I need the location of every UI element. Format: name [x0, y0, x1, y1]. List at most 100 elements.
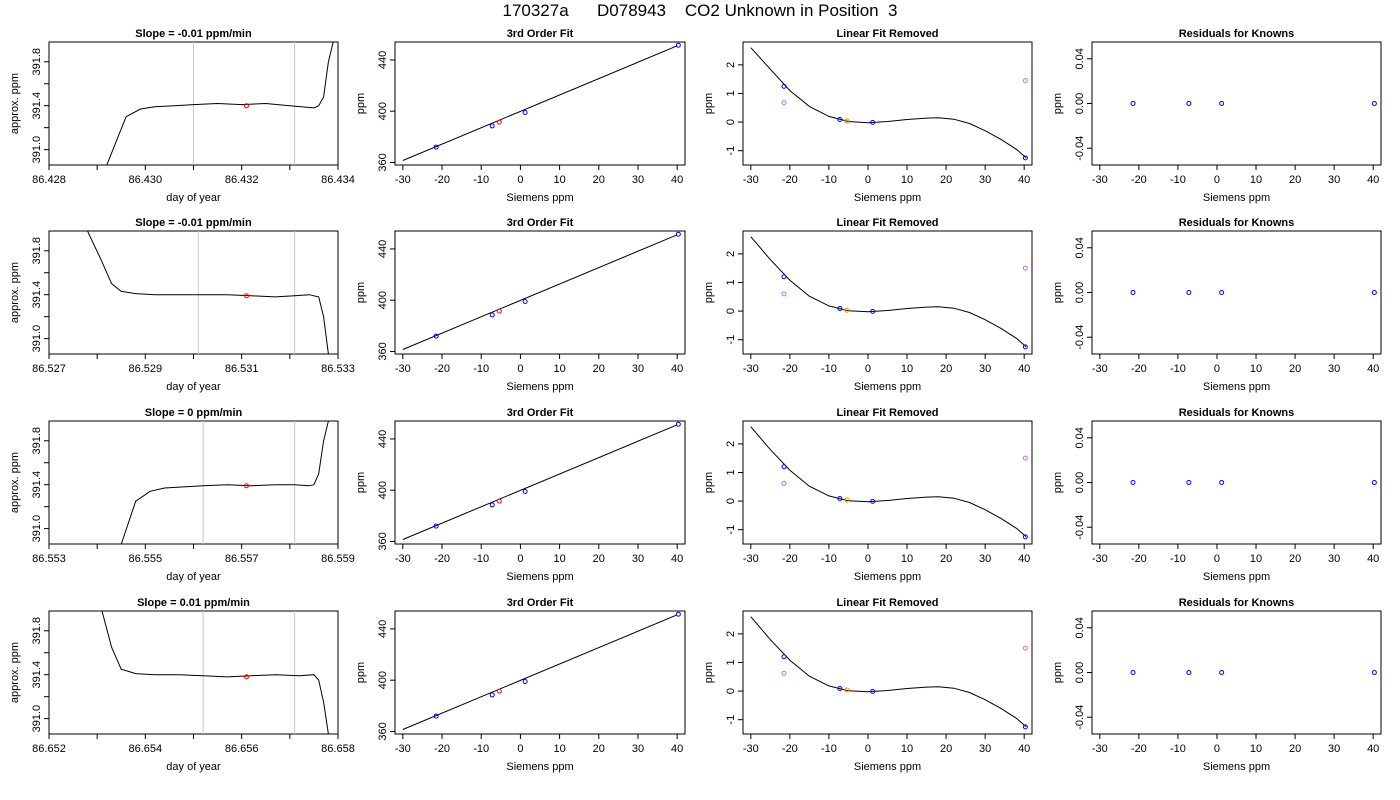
plot-area [101, 611, 329, 734]
y-tick-label: 440 [377, 430, 389, 448]
known-alt-point [781, 100, 787, 106]
plot-area [402, 421, 681, 540]
y-tick-label: 391.8 [31, 427, 43, 455]
x-tick-label: 30 [1328, 553, 1340, 565]
known-point [870, 498, 876, 504]
y-tick-label: 0.00 [1074, 662, 1086, 683]
x-axis-label: day of year [166, 381, 221, 393]
y-axis-label: ppm [355, 472, 367, 493]
x-tick-label: 86.658 [321, 743, 355, 755]
chart-panel: Linear Fit Removed-30 -20 -10 0 10 20 30 40-101… [703, 28, 1033, 204]
y-tick-label: 2 [725, 441, 737, 447]
known-point [1022, 344, 1028, 350]
plot-area [1130, 101, 1377, 106]
known-point [1219, 670, 1225, 675]
x-tick-label: -10 [473, 553, 489, 565]
y-axis-label: ppm [703, 282, 715, 303]
y-axis-label: ppm [1052, 93, 1064, 114]
x-tick-label: -10 [1170, 174, 1186, 186]
y-tick-label: 0.00 [1074, 282, 1086, 303]
x-tick-label: 30 [1328, 363, 1340, 375]
y-tick-label: 2 [725, 62, 737, 68]
chart-title: Residuals for Knowns [1179, 597, 1295, 609]
y-tick-label: 0 [725, 119, 737, 125]
known-point [675, 421, 681, 427]
x-tick-label: 20 [940, 174, 952, 186]
known-point [433, 713, 439, 719]
y-tick-label: 391.4 [31, 92, 43, 120]
x-axis-label: day of year [166, 571, 221, 583]
chart-panel: Residuals for Knowns -30 -20 -10 0 10 20 30 40 -0… [1052, 597, 1382, 773]
known-point [781, 654, 787, 660]
unknown-point [496, 498, 502, 504]
known-point [522, 109, 528, 115]
x-tick-label: -30 [395, 363, 411, 375]
y-tick-label: 360 [377, 722, 389, 740]
page-title: 170327a D078943 CO2 Unknown in Position … [502, 1, 898, 20]
plot-frame [742, 41, 1033, 166]
x-tick-label: 86.434 [321, 174, 355, 186]
x-tick-label: 86.527 [32, 363, 66, 375]
x-tick-label: -30 [395, 174, 411, 186]
known-point [522, 678, 528, 684]
x-tick-label: -30 [743, 174, 759, 186]
y-tick-label: 440 [377, 51, 389, 69]
known-point [1130, 101, 1136, 106]
chart-panel: Residuals for Knowns -30 -20 -10 0 10 20 30 40 -0… [1052, 217, 1382, 393]
known-point [1022, 724, 1028, 730]
plot-area [87, 231, 329, 354]
x-axis-label: Siemens ppm [1203, 761, 1270, 773]
known-point [837, 117, 843, 123]
known-point [675, 611, 681, 617]
known-point [781, 274, 787, 280]
mean-point [243, 483, 249, 489]
x-tick-label: 10 [553, 174, 565, 186]
x-tick-label: 40 [671, 743, 683, 755]
y-tick-label: -1 [725, 715, 737, 725]
x-axis-label: Siemens ppm [1203, 381, 1270, 393]
x-tick-label: 40 [671, 363, 683, 375]
y-tick-label: 391.4 [31, 281, 43, 309]
x-tick-label: -10 [821, 553, 837, 565]
known-point [489, 123, 495, 129]
x-tick-label: 0 [517, 174, 523, 186]
x-tick-label: 10 [553, 553, 565, 565]
plot-frame [394, 230, 686, 355]
y-tick-label: 391.4 [31, 661, 43, 689]
x-tick-label: 10 [553, 363, 565, 375]
y-tick-label: -0.04 [1074, 705, 1086, 730]
x-tick-label: 0 [517, 743, 523, 755]
y-axis-label: ppm [703, 662, 715, 683]
y-tick-label: 391.0 [31, 705, 43, 733]
known-point [489, 692, 495, 698]
x-tick-label: 10 [901, 743, 913, 755]
plot-area [402, 231, 681, 350]
known-point [433, 333, 439, 339]
y-tick-label: 0 [725, 688, 737, 694]
known-point [837, 306, 843, 312]
x-tick-label: 20 [940, 363, 952, 375]
x-tick-label: 0 [865, 743, 871, 755]
unknown-point [496, 308, 502, 314]
x-tick-label: -20 [1131, 363, 1147, 375]
known-point [870, 688, 876, 694]
known-point [489, 312, 495, 318]
x-tick-label: -30 [1092, 174, 1108, 186]
x-tick-label: 30 [1328, 174, 1340, 186]
x-tick-label: 20 [940, 743, 952, 755]
chart-panel: Residuals for Knowns -30 -20 -10 0 10 20 30 40 -0… [1052, 407, 1382, 583]
chart-panel: Residuals for Knowns -30 -20 -10 0 10 20 30 40 -0… [1052, 28, 1382, 204]
known-point [837, 686, 843, 692]
y-axis-label: ppm [355, 282, 367, 303]
y-tick-label: 391.4 [31, 471, 43, 499]
x-tick-label: -20 [782, 363, 798, 375]
y-tick-label: 0.00 [1074, 93, 1086, 114]
chart-title: Slope = -0.01 ppm/min [135, 217, 252, 229]
plot-frame [742, 230, 1033, 355]
x-tick-label: -10 [821, 743, 837, 755]
x-axis-label: day of year [166, 192, 221, 204]
y-axis-label: ppm [703, 472, 715, 493]
x-tick-label: -30 [743, 363, 759, 375]
x-tick-label: 86.656 [225, 743, 259, 755]
known-point [675, 231, 681, 237]
